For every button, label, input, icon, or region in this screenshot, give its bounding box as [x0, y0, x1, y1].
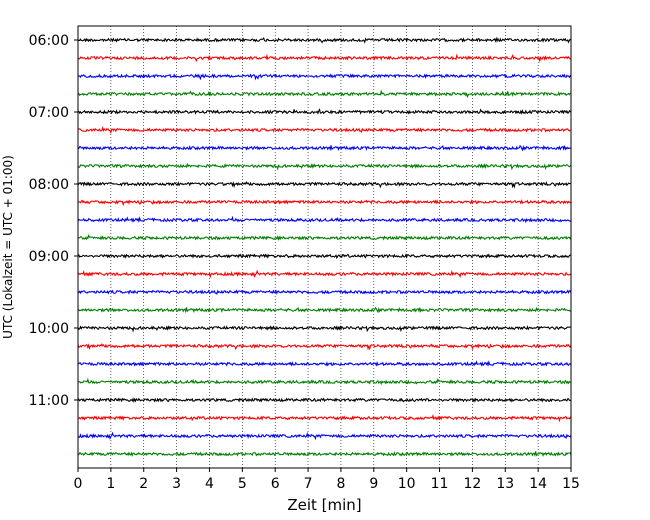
seismic-trace	[77, 377, 572, 386]
y-tick-label: 08:00	[29, 177, 69, 193]
plot-frame	[77, 25, 572, 469]
x-tick-label: 3	[172, 476, 181, 492]
y-tick-label: 07:00	[29, 105, 69, 121]
seismic-trace	[77, 397, 572, 403]
x-tick-label: 15	[562, 476, 580, 492]
y-axis-label: UTC (Lokalzeit = UTC + 01:00)	[1, 155, 15, 339]
x-tick-label: 11	[431, 476, 449, 492]
seismic-trace	[77, 414, 572, 423]
seismic-trace	[77, 144, 572, 152]
x-tick-label: 10	[398, 476, 416, 492]
seismic-trace	[77, 180, 572, 189]
seismic-trace	[77, 199, 572, 207]
seismic-trace	[77, 89, 572, 99]
x-tick-label: 9	[369, 476, 378, 492]
x-tick-label: 2	[139, 476, 148, 492]
seismic-trace	[77, 325, 572, 333]
x-tick-label: 1	[106, 476, 115, 492]
x-axis-ticks: 0 1 2 3 4 5 6 7 8 9 10 11 12 13 14 15	[74, 468, 580, 492]
x-tick-label: 12	[463, 476, 481, 492]
y-tick-label: 09:00	[29, 249, 69, 265]
seismic-trace	[77, 289, 572, 296]
x-axis-label: Zeit [min]	[287, 496, 361, 514]
seismic-trace	[77, 125, 572, 135]
seismic-trace	[77, 36, 572, 44]
seismic-traces	[77, 36, 572, 458]
seismic-trace	[77, 306, 572, 314]
y-tick-label: 10:00	[29, 321, 69, 337]
y-tick-label: 11:00	[29, 393, 69, 409]
x-tick-label: 4	[205, 476, 214, 492]
x-tick-label: 8	[336, 476, 345, 492]
seismic-trace	[77, 73, 572, 81]
x-tick-label: 6	[271, 476, 280, 492]
seismic-trace	[77, 342, 572, 351]
seismic-trace	[77, 233, 572, 241]
x-tick-label: 13	[496, 476, 514, 492]
seismic-trace	[77, 431, 572, 441]
seismic-trace	[77, 451, 572, 458]
x-tick-label: 0	[74, 476, 83, 492]
seismic-trace	[77, 162, 572, 171]
x-tick-label: 7	[304, 476, 313, 492]
seismic-trace	[77, 269, 572, 279]
seismic-trace	[78, 253, 572, 260]
x-tick-label: 14	[529, 476, 547, 492]
seismic-trace	[77, 53, 572, 63]
x-tick-label: 5	[238, 476, 247, 492]
seismic-trace	[77, 215, 572, 224]
y-tick-label: 06:00	[29, 33, 69, 49]
seismic-trace	[77, 108, 572, 115]
seismic-trace	[77, 360, 572, 367]
y-axis-ticks: 06:00 07:00 08:00 09:00 10:00 11:00	[29, 33, 78, 409]
